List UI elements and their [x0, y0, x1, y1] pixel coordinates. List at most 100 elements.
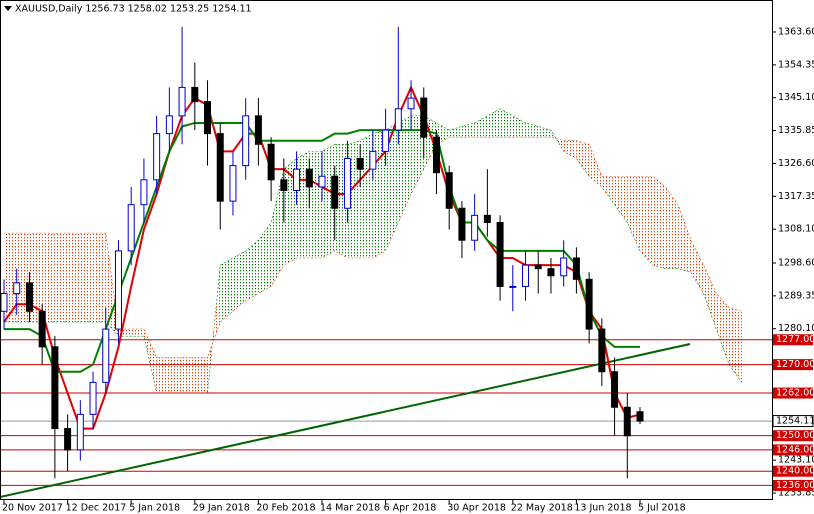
y-tick-label: 1317.35 [778, 191, 814, 202]
candle-body [242, 115, 250, 167]
candle-body [394, 108, 402, 131]
cloud-segment [54, 233, 68, 322]
level-label: 1246.00 [776, 444, 814, 455]
trend-line [0, 343, 691, 498]
candle-body [636, 411, 644, 422]
candle-body [293, 168, 301, 191]
level-label: 1277.00 [776, 334, 814, 345]
candle-body [114, 250, 122, 330]
y-tick-label: 1233.85 [778, 488, 814, 499]
candle-body [0, 293, 8, 312]
chart-title: XAUUSD,Daily 1256.73 1258.02 1253.25 125… [15, 4, 252, 15]
x-tick-label: 22 May 2018 [511, 503, 573, 514]
candle-body [572, 257, 580, 280]
cloud-segment [156, 357, 170, 394]
y-tick-label: 1363.60 [778, 26, 814, 37]
cloud-segment [398, 115, 412, 223]
candle-body [178, 86, 186, 117]
candle-body [522, 264, 530, 287]
cloud-segment [93, 233, 106, 322]
x-tick-label: 5 Jan 2018 [129, 503, 180, 514]
cloud-segment [67, 233, 81, 322]
candle-body [547, 268, 555, 277]
candle-body [509, 285, 517, 288]
candle-body [471, 214, 479, 241]
candle-body [534, 264, 542, 270]
candle-body [254, 115, 262, 145]
cloud-edge [4, 136, 742, 358]
cloud-segment [703, 265, 717, 330]
cloud-segment [296, 151, 310, 258]
candle-body [407, 97, 415, 110]
x-tick-label: 29 Jan 2018 [193, 503, 250, 514]
current-price-tag [772, 415, 814, 428]
cloud-segment [601, 176, 615, 205]
candle-body [445, 172, 453, 209]
level-label: 1262.00 [776, 388, 814, 399]
candle-body [496, 221, 504, 287]
candle-body [356, 157, 364, 170]
cloud-segment [169, 357, 183, 394]
cloud-segment [525, 122, 539, 138]
x-tick-label: 6 Apr 2018 [384, 503, 437, 514]
level-tag [773, 479, 813, 491]
level-tag [773, 444, 813, 456]
candle-body [623, 406, 631, 437]
cloud-segment [627, 176, 640, 251]
level-tag [773, 387, 813, 399]
candle-body [38, 310, 46, 348]
indicator-line [4, 121, 640, 373]
y-tick-label: 1335.85 [778, 125, 814, 136]
candle-body [204, 101, 212, 135]
candle-body [267, 143, 275, 181]
cloud-segment [194, 357, 208, 394]
cloud-segment [500, 108, 513, 138]
y-tick-label: 1354.35 [778, 59, 814, 70]
cloud-segment [143, 329, 157, 394]
y-tick-label: 1326.60 [778, 158, 814, 169]
candle-body [140, 179, 148, 206]
candle-body [191, 86, 199, 103]
level-label: 1240.00 [776, 466, 814, 477]
cloud-segment [614, 176, 628, 223]
candle-body [305, 168, 313, 188]
cloud-segment [729, 307, 742, 383]
cloud-segment [271, 169, 284, 287]
cloud-segment [640, 176, 653, 266]
level-label: 1250.00 [776, 430, 814, 441]
x-tick-label: 12 Dec 2017 [66, 503, 127, 514]
candle-body [432, 136, 440, 174]
cloud-segment [716, 293, 730, 365]
level-tag [773, 430, 813, 442]
cloud-segment [538, 126, 551, 138]
cloud-segment [385, 122, 399, 251]
candle-body [382, 129, 390, 152]
x-tick-label: 5 Jul 2018 [638, 503, 686, 514]
candle-body [611, 371, 619, 408]
candle-body [51, 346, 59, 430]
candle-body [458, 207, 466, 241]
cloud-segment [474, 115, 488, 138]
candle-body [102, 328, 110, 383]
cloud-segment [131, 329, 144, 337]
level-tag [773, 359, 813, 371]
cloud-segment [576, 140, 590, 177]
candle-body [420, 97, 428, 138]
candle-body [229, 165, 237, 202]
candle-body [76, 413, 84, 451]
candle-layer [0, 27, 644, 479]
cloud-segment [182, 357, 195, 394]
candle-body [343, 157, 351, 209]
axis-layer: 1363.60 1354.35 1345.10 1335.85 1326.60 1317.… [2, 26, 814, 513]
cloud-segment [690, 240, 704, 294]
candle-body [13, 282, 21, 295]
y-tick-label: 1298.60 [778, 257, 814, 268]
candle-body [165, 115, 173, 135]
cloud-segment [80, 233, 94, 322]
cloud-segment [589, 144, 602, 187]
menu-icon[interactable] [4, 6, 12, 11]
y-tick-label: 1308.10 [778, 224, 814, 235]
candle-body [483, 214, 491, 223]
